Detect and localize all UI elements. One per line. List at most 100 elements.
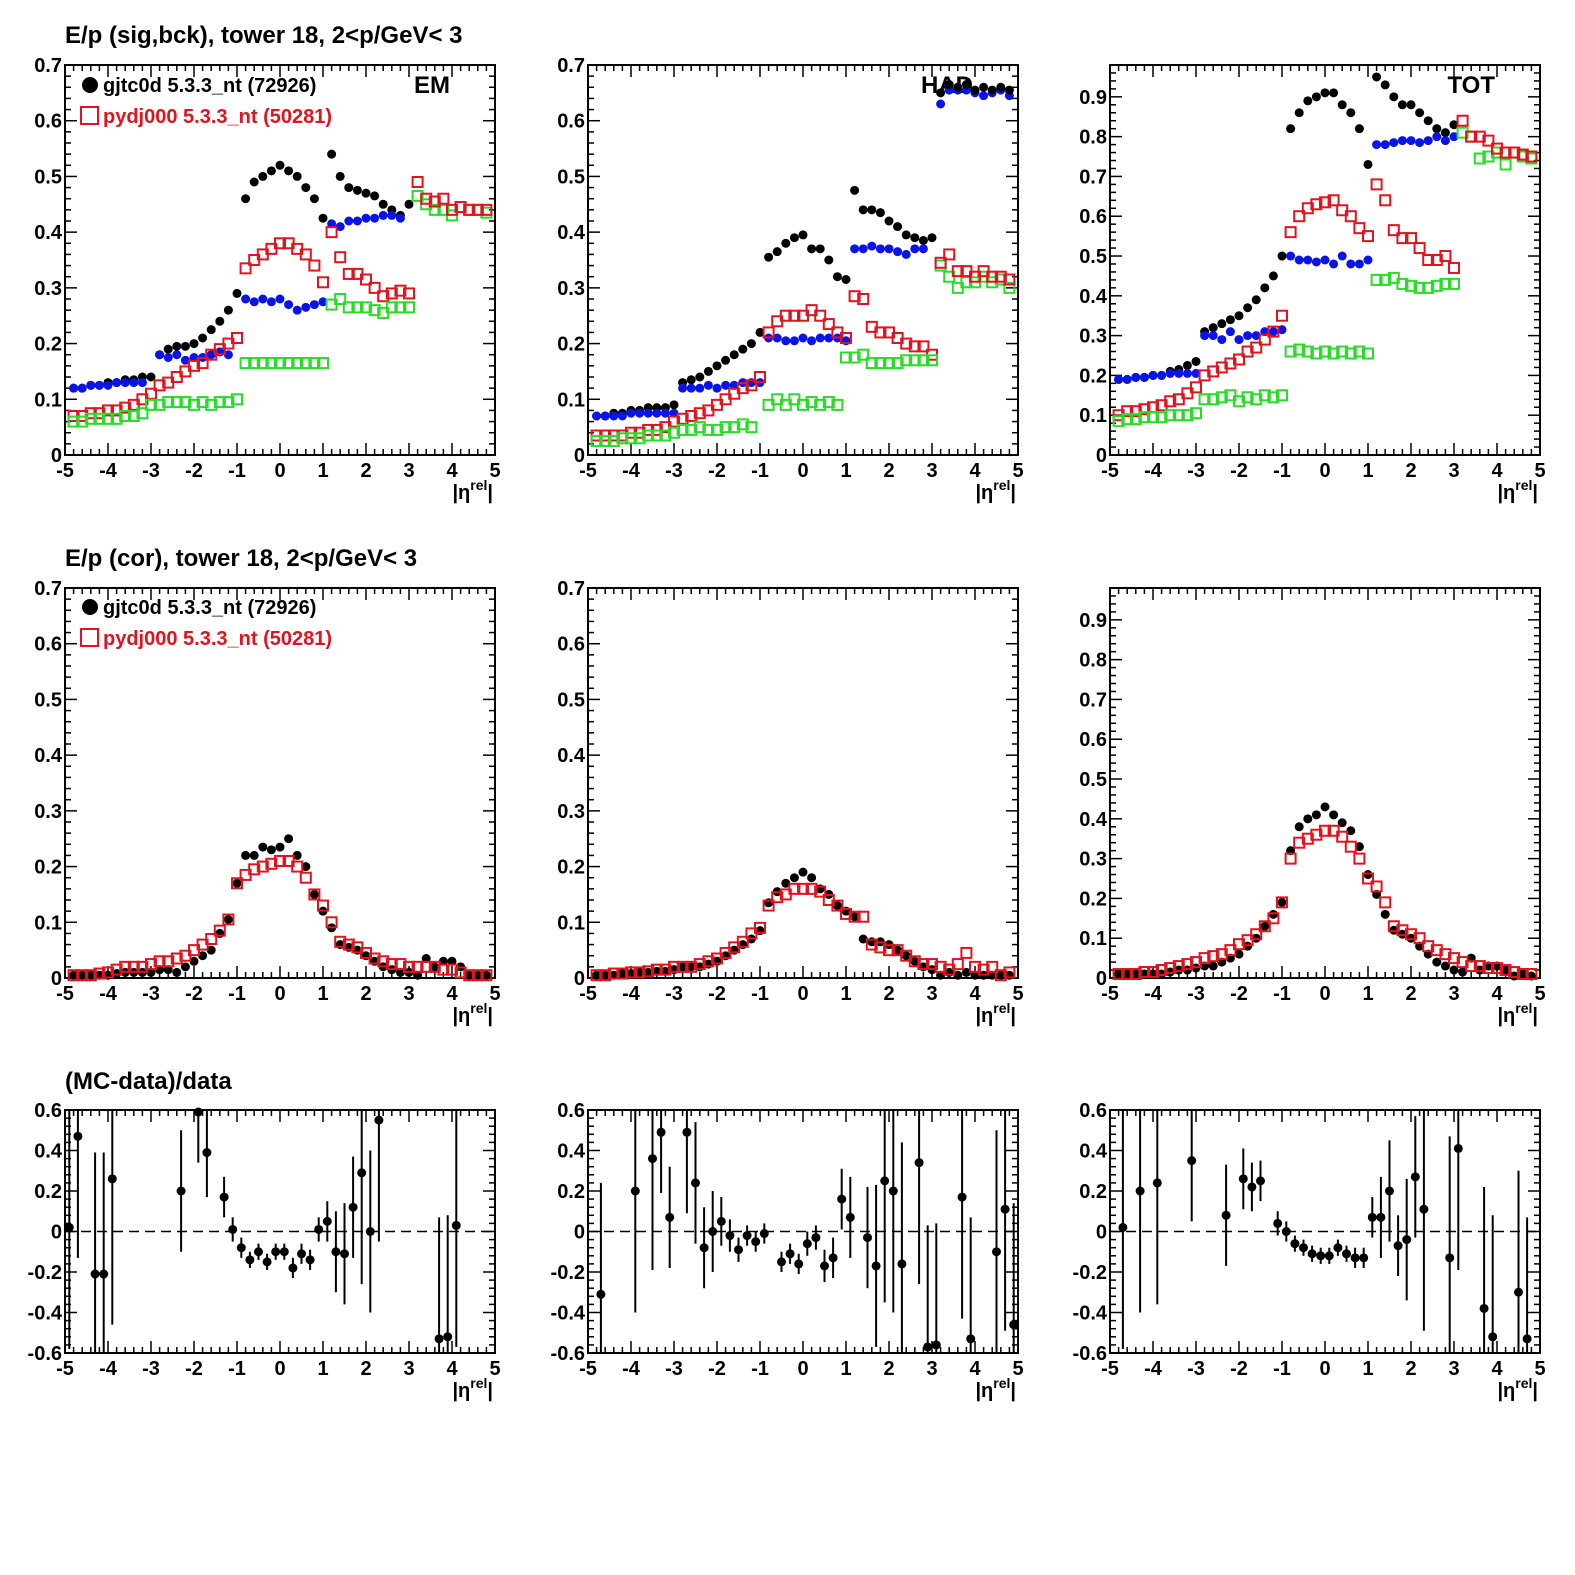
y-tick-label: 0.3 [1079,326,1107,348]
data-point [180,962,190,972]
data-point [387,210,397,220]
data-point [1190,956,1202,969]
data-point [979,91,989,101]
x-axis-label: |ηrel| [975,1375,1016,1402]
data-point [1215,948,1228,961]
data-point [1307,1249,1317,1259]
data-point [279,1247,289,1257]
data-point [172,967,182,977]
data-point [292,850,302,860]
data-point [1396,277,1409,290]
data-point [1112,415,1125,428]
x-tick-label: -2 [1230,1358,1248,1380]
data-point [1172,960,1185,973]
x-tick-label: -1 [228,1358,246,1380]
y-tick-label: 0.5 [557,166,585,188]
data-point [1284,852,1297,865]
data-point [1234,335,1244,345]
data-point [660,408,670,418]
data-point [607,967,620,980]
data-point [686,375,696,385]
data-point [1415,138,1425,148]
y-tick-label: 0.2 [1079,888,1107,910]
data-point [1367,1212,1377,1222]
data-point [292,171,302,181]
data-point [1165,967,1175,977]
data-point [1423,136,1433,146]
y-tick-label: 0.4 [557,745,586,767]
series-blue-dot [592,241,928,421]
data-point [1508,146,1521,159]
data-point [1397,136,1407,146]
data-point [127,960,140,973]
data-point [728,421,741,434]
data-point [309,889,319,899]
data-point [1138,411,1151,424]
data-point [120,378,130,388]
data-point [1439,250,1452,263]
data-point [857,293,870,305]
data-point [746,339,756,349]
data-point [301,302,311,312]
data-point [669,400,679,410]
data-point [822,396,835,409]
data-point [299,871,312,884]
data-point [446,963,458,976]
data-point [275,294,285,304]
data-point [377,290,390,303]
data-point [884,244,894,254]
y-tick-label: 0.6 [1079,1100,1107,1122]
data-point [699,1243,709,1253]
data-point [153,379,166,392]
data-point [805,882,818,895]
data-point [814,885,827,898]
data-point [1430,254,1443,266]
data-point [797,882,809,895]
data-point [1294,255,1304,265]
y-tick-label: 0.3 [1079,849,1107,871]
x-tick-label: 1 [317,460,328,482]
data-point [712,361,722,371]
data-point [1423,116,1433,126]
data-point [1336,345,1349,358]
data-point [1501,965,1511,975]
row-title-sigbck: E/p (sig,bck), tower 18, 2<p/GeV< 3 [65,22,462,49]
data-point [987,970,997,980]
data-point [1164,962,1177,975]
y-tick-label: 0.8 [1079,127,1107,149]
data-point [360,273,372,286]
legend-top: gjtc0d 5.3.3_nt (72926) pydj000 5.3.3_nt… [80,75,332,128]
data-point [368,281,381,294]
data-point [1440,136,1450,146]
y-tick-label: 0 [574,445,585,467]
data-point [189,956,199,966]
data-point [162,955,175,968]
data-point [1131,969,1141,979]
x-tick-label: -2 [1230,460,1248,482]
data-point [910,956,920,966]
data-point [385,287,398,300]
data-point [1114,374,1124,384]
data-point [599,435,612,448]
data-point [762,326,775,339]
data-point [625,966,637,979]
data-point [222,396,235,409]
data-point [1473,152,1486,165]
data-point [1329,259,1339,269]
data-point [274,855,286,867]
data-point [648,1154,657,1164]
data-point [693,407,706,420]
data-point [910,233,920,243]
data-point [206,945,216,955]
data-point [901,951,911,961]
y-tick-label: 0.1 [557,912,585,934]
data-point [635,408,645,418]
data-point [1118,1222,1128,1232]
data-point [206,350,216,360]
data-point [1250,928,1263,941]
data-point [411,176,424,188]
data-point [411,189,424,202]
data-point [1379,273,1392,286]
data-point [1432,132,1442,142]
x-tick-label: 4 [969,1358,981,1380]
